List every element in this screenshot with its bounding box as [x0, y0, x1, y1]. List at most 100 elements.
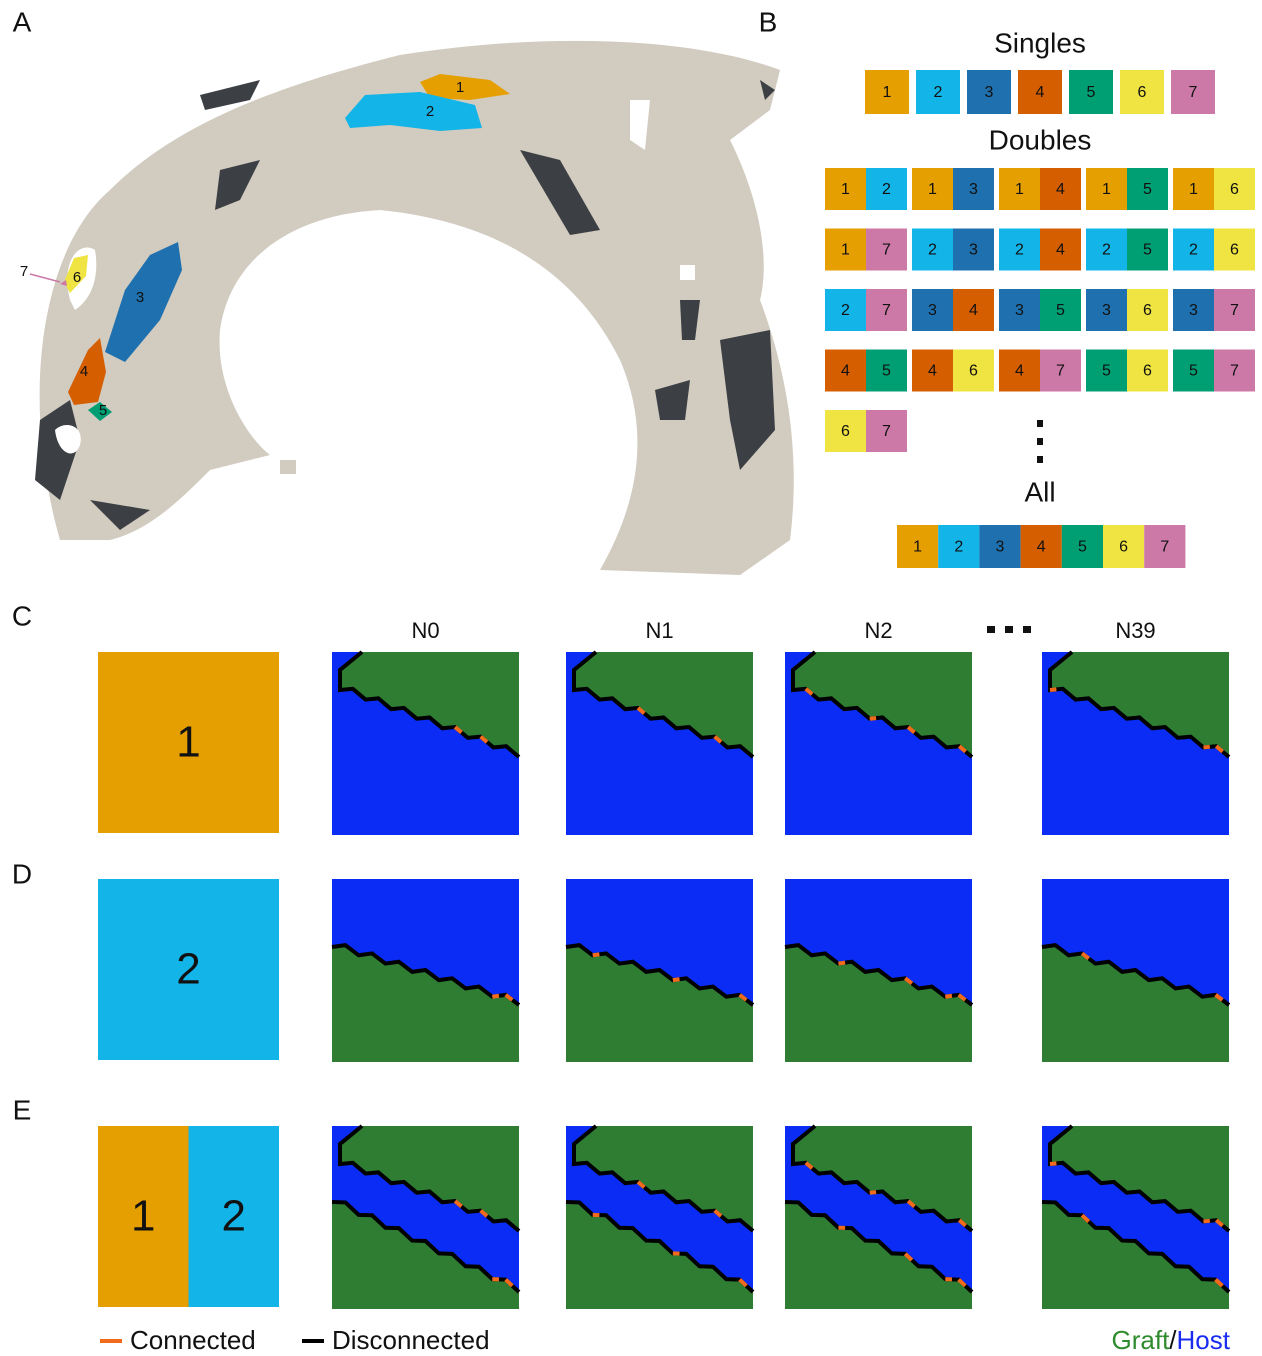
connected-edge	[1203, 1221, 1209, 1222]
tissue	[280, 460, 296, 474]
region-box-label: 6	[1143, 302, 1152, 319]
map-region-label: 6	[73, 269, 81, 286]
panel-label: A	[13, 6, 32, 37]
region-box-label: 3	[1189, 302, 1198, 319]
section-title: Singles	[994, 27, 1086, 58]
network-image	[1042, 652, 1229, 835]
map-region-label: 5	[99, 402, 107, 419]
region-box-label: 7	[1160, 539, 1169, 556]
region-box-label: 4	[1036, 84, 1045, 101]
panel-label: E	[13, 1094, 32, 1125]
region-box-label: 5	[1056, 302, 1065, 319]
connected-edge	[1203, 747, 1209, 748]
region-box-label: 4	[928, 363, 937, 380]
region-box-label: 3	[969, 242, 978, 259]
region-box-label: 3	[985, 84, 994, 101]
network-image	[332, 879, 519, 1062]
region-box-label: 2	[1015, 242, 1024, 259]
network-image	[566, 652, 753, 835]
network-image	[566, 1126, 753, 1309]
region-box-label: 7	[1230, 302, 1239, 319]
figure: ABCDE1234567Singles1234567Doubles1213141…	[0, 0, 1262, 1356]
region-box-label: 4	[1056, 181, 1065, 198]
region-box-label: 2	[841, 302, 850, 319]
network-image	[785, 1126, 972, 1309]
connected-edge	[945, 996, 952, 997]
region-box-label: 4	[969, 302, 978, 319]
legend-label: Disconnected	[332, 1325, 490, 1355]
region-box-label: 1	[1189, 181, 1198, 198]
column-header: N1	[645, 618, 673, 643]
region-box-label: 1	[913, 539, 922, 556]
region-box-label: 4	[1056, 242, 1065, 259]
legend-label: Graft/Host	[1112, 1325, 1231, 1355]
panel-label: C	[12, 600, 32, 631]
region-box-label: 3	[996, 539, 1005, 556]
region-box-label: 7	[1230, 363, 1239, 380]
map-region-label: 7	[20, 263, 28, 280]
legend-label: Connected	[130, 1325, 256, 1355]
region-box-label: 6	[969, 363, 978, 380]
map-region-label: 1	[456, 79, 464, 96]
region-box-label: 3	[1102, 302, 1111, 319]
connected-edge	[870, 718, 876, 719]
region-box-label: 7	[1189, 84, 1198, 101]
connected-edge	[1050, 1163, 1056, 1164]
region-box-label: 5	[1078, 539, 1087, 556]
region-box-label: 1	[883, 84, 892, 101]
region-box-label: 1	[1015, 181, 1024, 198]
map-region-label: 3	[136, 289, 144, 306]
region-box-label: 1	[131, 1192, 155, 1241]
region-box-label: 2	[1102, 242, 1111, 259]
region-box-label: 5	[1143, 181, 1152, 198]
legend-text: Host	[1177, 1325, 1231, 1355]
region-box-label: 3	[969, 181, 978, 198]
network-image	[785, 879, 972, 1062]
network-image	[566, 879, 753, 1062]
region-box-label: 1	[841, 242, 850, 259]
region-box-label: 5	[1102, 363, 1111, 380]
connected-edge	[673, 979, 680, 980]
region-box-label: 6	[1138, 84, 1147, 101]
region-box-label: 4	[841, 363, 850, 380]
pointer	[30, 274, 60, 282]
column-header: N2	[864, 618, 892, 643]
region-box-label: 6	[1230, 242, 1239, 259]
region-box-label: 7	[882, 242, 891, 259]
section-title: All	[1024, 476, 1055, 507]
connected-edge	[492, 996, 499, 997]
connected-edge	[870, 1192, 876, 1193]
region-box-label: 3	[1015, 302, 1024, 319]
region-box-label: 2	[882, 181, 891, 198]
region-box-label: 4	[1037, 539, 1046, 556]
region-box-label: 2	[928, 242, 937, 259]
network-image	[1042, 1126, 1229, 1309]
region-box-label: 2	[1189, 242, 1198, 259]
network-image	[332, 652, 519, 835]
region-box-label: 1	[1102, 181, 1111, 198]
network-image	[332, 1126, 519, 1309]
region-box-label: 2	[954, 539, 963, 556]
network-image	[1042, 879, 1229, 1062]
column-header: N39	[1115, 618, 1155, 643]
map-region-label: 4	[80, 363, 88, 380]
connected-edge	[838, 963, 845, 964]
region-box-label: 5	[882, 363, 891, 380]
region-box-label: 7	[1056, 363, 1065, 380]
panel-label: B	[759, 6, 778, 37]
column-header: N0	[411, 618, 439, 643]
region-box-label: 5	[1189, 363, 1198, 380]
region-box-label: 2	[176, 945, 200, 994]
region-box-label: 2	[222, 1192, 246, 1241]
region-box-label: 1	[176, 718, 200, 767]
region-box-label: 1	[841, 181, 850, 198]
region-box-label: 6	[1119, 539, 1128, 556]
region-box-label: 4	[1015, 363, 1024, 380]
region-box-label: 6	[841, 423, 850, 440]
legend-text: Graft	[1112, 1325, 1171, 1355]
region-box-label: 6	[1230, 181, 1239, 198]
region-box-label: 5	[1143, 242, 1152, 259]
region-box-label: 6	[1143, 363, 1152, 380]
region-box-label: 5	[1087, 84, 1096, 101]
map-region-label: 2	[426, 103, 434, 120]
